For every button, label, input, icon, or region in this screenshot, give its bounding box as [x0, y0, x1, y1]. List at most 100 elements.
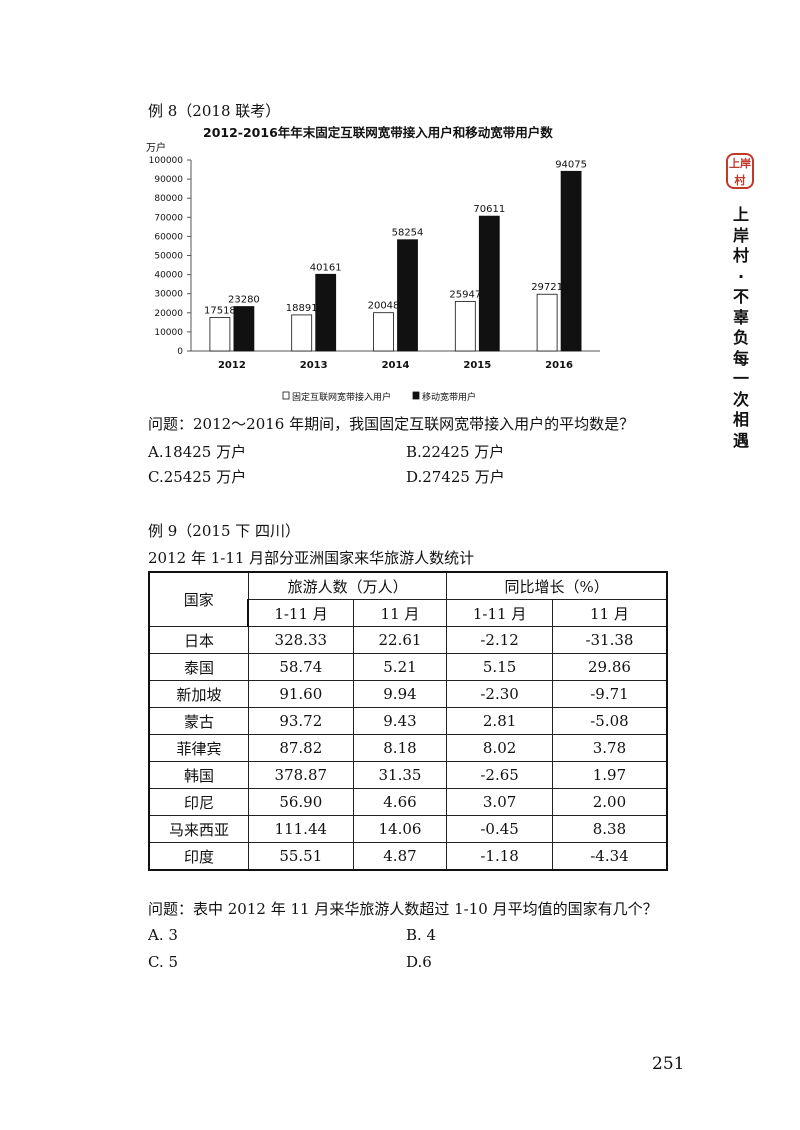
table-cell: 58.74 [247, 653, 354, 681]
table-cell: 5.15 [446, 653, 553, 681]
chart-ytick-labels: 0 10000 20000 30000 40000 50000 60000 70000 8000… [149, 156, 184, 357]
bar-mobile-broadband [478, 215, 500, 352]
data-label: 25947 [449, 289, 481, 300]
chart-ylabel: 万户 [146, 141, 166, 154]
x-tick-label: 2012 [218, 360, 246, 371]
table-cell: 31.35 [352, 761, 448, 789]
y-tick-label: 100000 [149, 156, 184, 166]
example8-heading: 例 8（2018 联考） [148, 102, 281, 120]
table-cell: 91.60 [247, 680, 354, 708]
table-cell: 菲律宾 [147, 734, 249, 762]
page-number: 251 [652, 1054, 685, 1074]
table-cell: 93.72 [247, 707, 354, 735]
table-cell: -5.08 [551, 707, 668, 735]
header-growth: 同比增长（%） [446, 571, 669, 600]
legend-swatch-mobile [412, 391, 420, 400]
y-tick-label: 70000 [154, 213, 183, 223]
y-tick-label: 80000 [154, 194, 183, 204]
table-cell: 马来西亚 [147, 815, 249, 843]
subheader-cell: 11 月 [551, 599, 668, 627]
brand-slogan: 上岸村·不辜负每一次相遇 [732, 205, 749, 450]
data-label: 18891 [286, 303, 318, 314]
table-cell: -31.38 [551, 626, 668, 654]
table-cell: -4.34 [551, 842, 668, 871]
bar-mobile-broadband [397, 239, 418, 352]
legend-swatch-fixed [282, 391, 290, 400]
example9-option-d: D.6 [406, 953, 432, 971]
example9-option-b: B. 4 [406, 926, 437, 944]
y-tick-label: 30000 [154, 290, 183, 300]
table-row: 马来西亚 111.44 14.06 -0.45 8.38 [147, 815, 668, 843]
bar-fixed-broadband [454, 301, 476, 352]
chart-legend: 固定互联网宽带接入用户 移动宽带用户 [282, 391, 476, 403]
table-cell: 新加坡 [147, 680, 249, 708]
table-row: 蒙古 93.72 9.43 2.81 -5.08 [147, 707, 668, 735]
bar-mobile-broadband [233, 306, 255, 352]
table-cell: -1.18 [446, 842, 553, 871]
table-cell: -2.30 [446, 680, 553, 708]
bar-fixed-broadband [536, 293, 558, 352]
table-cell: 1.97 [551, 761, 668, 789]
table-cell: 2.81 [446, 707, 553, 735]
example8-option-b: B.22425 万户 [406, 443, 505, 461]
x-tick-label: 2015 [463, 360, 491, 371]
y-tick-label: 40000 [154, 271, 183, 281]
example9-question: 问题：表中 2012 年 11 月来华旅游人数超过 1-10 月平均值的国家有几… [148, 900, 658, 918]
bar-mobile-broadband [315, 273, 337, 352]
data-label: 20048 [368, 301, 400, 312]
table-cell: 378.87 [247, 761, 354, 789]
example8-option-a: A.18425 万户 [148, 443, 247, 461]
x-tick-label: 2013 [300, 360, 328, 371]
table-cell: 印尼 [147, 788, 249, 816]
bar-fixed-broadband [373, 312, 394, 352]
bar-fixed-broadband [291, 314, 313, 352]
legend-label-mobile: 移动宽带用户 [422, 391, 476, 403]
table-row: 韩国 378.87 31.35 -2.65 1.97 [147, 761, 668, 789]
data-label: 70611 [473, 204, 505, 215]
table-cell: -9.71 [551, 680, 668, 708]
tourism-table: 国家 旅游人数（万人） 同比增长（%） 1-11 月 11 月 1-11 月 1… [147, 571, 669, 871]
x-tick-label: 2014 [382, 360, 410, 371]
example9-option-a: A. 3 [148, 926, 178, 944]
chart-bars [209, 170, 582, 352]
table-cell: 泰国 [147, 653, 249, 681]
table-row: 泰国 58.74 5.21 5.15 29.86 [147, 653, 668, 681]
chart-axes [187, 159, 600, 352]
bar-mobile-broadband [560, 170, 582, 352]
table-cell: 5.21 [352, 653, 448, 681]
y-tick-label: 10000 [154, 328, 183, 338]
table-cell: 9.94 [352, 680, 448, 708]
table-cell: 87.82 [247, 734, 354, 762]
table-cell: 328.33 [247, 626, 354, 654]
table-row: 日本 328.33 22.61 -2.12 -31.38 [147, 626, 668, 654]
table-cell: -2.12 [446, 626, 553, 654]
table-row: 印尼 56.90 4.66 3.07 2.00 [147, 788, 668, 816]
chart-title: 2012-2016年年末固定互联网宽带接入用户和移动宽带用户数 [203, 125, 553, 140]
table-cell: 3.07 [446, 788, 553, 816]
data-label: 58254 [392, 228, 424, 239]
example8-question: 问题：2012～2016 年期间，我国固定互联网宽带接入用户的平均数是？ [148, 415, 635, 433]
table-cell: 印度 [147, 842, 249, 871]
y-tick-label: 60000 [154, 232, 183, 242]
y-tick-label: 20000 [154, 309, 183, 319]
header-visitors: 旅游人数（万人） [247, 571, 448, 600]
subheader-cell: 11 月 [352, 599, 448, 627]
table-cell: -0.45 [446, 815, 553, 843]
y-tick-label: 90000 [154, 175, 183, 185]
table-cell: 29.86 [551, 653, 668, 681]
data-label: 17518 [204, 306, 236, 317]
example9-heading: 例 9（2015 下 四川） [148, 522, 301, 540]
table-cell: 8.18 [352, 734, 448, 762]
bar-chart: 2012-2016年年末固定互联网宽带接入用户和移动宽带用户数 万户 0 1000… [146, 125, 600, 403]
data-label: 23280 [228, 295, 260, 306]
header-country: 国家 [147, 571, 249, 627]
chart-xtick-labels: 2012 2013 2014 2015 2016 [218, 360, 573, 371]
table-cell: -2.65 [446, 761, 553, 789]
table-cell: 8.38 [551, 815, 668, 843]
table-cell: 日本 [147, 626, 249, 654]
table-cell: 韩国 [147, 761, 249, 789]
table-cell: 4.66 [352, 788, 448, 816]
table-title: 2012 年 1-11 月部分亚洲国家来华旅游人数统计 [148, 549, 475, 567]
brand-seal-logo: 上岸村 [726, 153, 754, 189]
